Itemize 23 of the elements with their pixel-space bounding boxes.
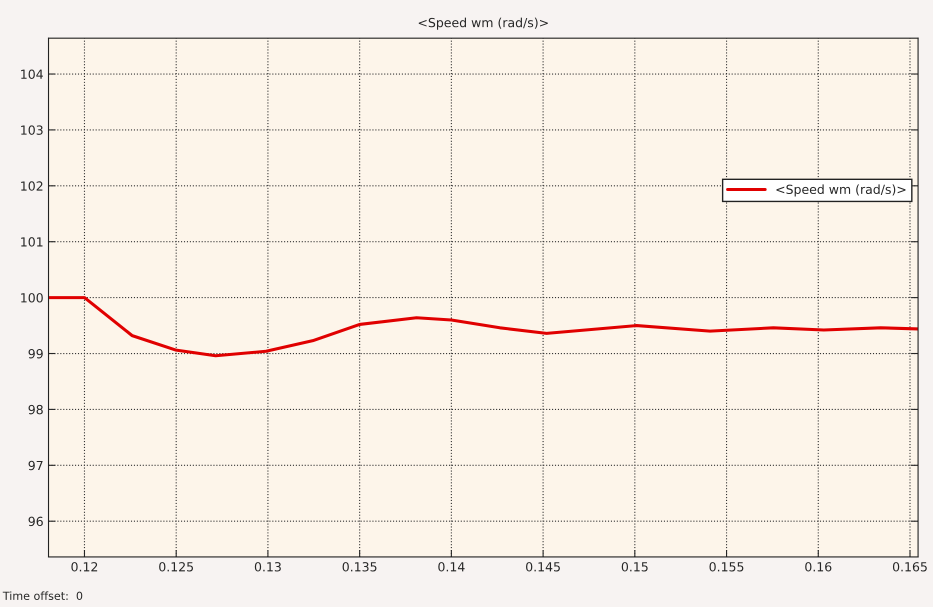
y-tick-label: 99 bbox=[28, 348, 43, 358]
y-tick-label: 104 bbox=[21, 69, 43, 79]
x-tick-label: 0.165 bbox=[892, 562, 927, 572]
y-tick-label: 101 bbox=[21, 237, 42, 247]
y-tick-label: 96 bbox=[28, 516, 43, 526]
y-tick-label: 97 bbox=[28, 460, 43, 470]
legend-label: <Speed wm (rad/s)> bbox=[776, 184, 906, 196]
y-tick-label: 102 bbox=[21, 181, 42, 191]
x-tick-label: 0.135 bbox=[342, 562, 376, 572]
y-tick-label: 98 bbox=[28, 404, 43, 414]
x-tick-label: 0.14 bbox=[438, 562, 465, 572]
chart-title: <Speed wm (rad/s)> bbox=[418, 18, 548, 30]
x-tick-label: 0.155 bbox=[709, 562, 744, 572]
x-tick-label: 0.15 bbox=[622, 562, 648, 572]
x-tick-label: 0.16 bbox=[805, 562, 832, 572]
line-series bbox=[48, 296, 918, 358]
x-tick-label: 0.125 bbox=[159, 562, 193, 572]
text: Time offset: 0 bbox=[2, 591, 82, 600]
x-tick-label: 0.145 bbox=[526, 562, 560, 572]
x-tick-label: 0.13 bbox=[254, 562, 281, 572]
y-tick-label: 100 bbox=[21, 293, 43, 303]
x-tick-label: 0.12 bbox=[71, 562, 98, 572]
y-tick-label: 103 bbox=[21, 125, 43, 135]
